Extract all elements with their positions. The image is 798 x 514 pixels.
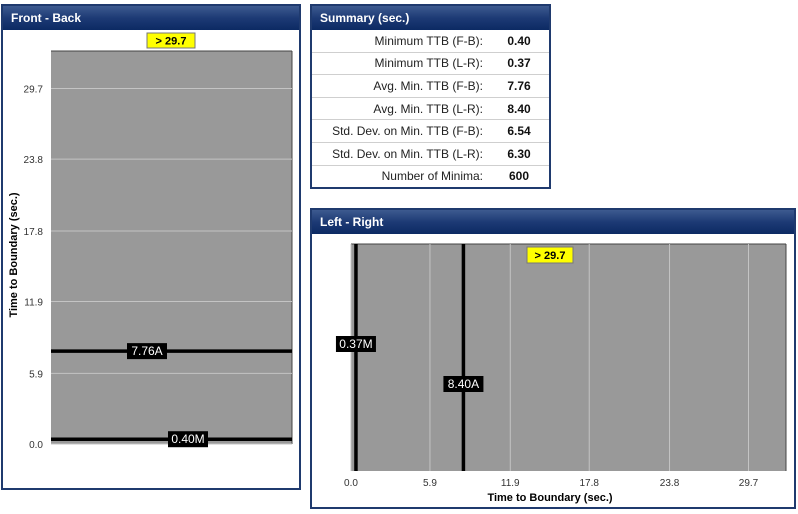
front-back-tick-label: 29.7 <box>24 85 44 96</box>
summary-row: Number of Minima: 600 <box>312 165 549 187</box>
left-right-markers: 0.37M 8.40A <box>335 244 484 471</box>
summary-panel: Summary (sec.) Minimum TTB (F-B): 0.40 Min… <box>310 4 551 189</box>
front-back-overflow-badge <box>146 32 196 49</box>
front-back-marker-label: 0.40M <box>171 432 204 446</box>
summary-row-value: 7.76 <box>489 74 549 98</box>
front-back-markers: 7.76A 0.40M <box>51 343 292 448</box>
left-right-overflow-label: > 29.7 <box>535 250 566 262</box>
left-right-marker-badge <box>335 336 376 352</box>
front-back-panel: Front - Back > 29.7 29.7 23.8 17.8 11.9 5.9 0… <box>1 4 301 490</box>
left-right-tick-label: 29.7 <box>739 478 759 489</box>
summary-row-value: 8.40 <box>489 97 549 121</box>
summary-row-label: Minimum TTB (L-R): <box>312 52 489 76</box>
left-right-marker-label: 8.40A <box>448 377 479 391</box>
front-back-title: Front - Back <box>3 6 299 30</box>
summary-row-label: Std. Dev. on Min. TTB (F-B): <box>312 119 489 143</box>
front-back-gridlines <box>51 88 292 445</box>
summary-row-label: Std. Dev. on Min. TTB (L-R): <box>312 142 489 166</box>
summary-row: Avg. Min. TTB (F-B): 7.76 <box>312 74 549 98</box>
left-right-tick-label: 5.9 <box>423 478 437 489</box>
left-right-x-axis-label: Time to Boundary (sec.) <box>487 492 612 504</box>
summary-row: Minimum TTB (F-B): 0.40 <box>312 30 549 53</box>
front-back-tick-label: 0.0 <box>29 440 43 451</box>
front-back-tick-label: 11.9 <box>24 298 43 309</box>
summary-row: Avg. Min. TTB (L-R): 8.40 <box>312 97 549 121</box>
front-back-tick-label: 23.8 <box>24 155 44 166</box>
front-back-chart: > 29.7 29.7 23.8 17.8 11.9 5.9 0.0 7.76A 0.40M… <box>8 32 293 452</box>
summary-row-value: 0.37 <box>489 52 549 76</box>
summary-row-value: 600 <box>508 169 530 184</box>
summary-row-label: Minimum TTB (F-B): <box>312 30 489 53</box>
front-back-marker-badge <box>127 343 167 360</box>
summary-row-label: Avg. Min. TTB (F-B): <box>312 74 489 98</box>
front-back-overflow-label: > 29.7 <box>156 36 187 48</box>
summary-title: Summary (sec.) <box>312 6 549 30</box>
summary-table: Minimum TTB (F-B): 0.40 Minimum TTB (L-R):… <box>312 30 549 187</box>
left-right-chart: 0.0 5.9 11.9 17.8 23.8 29.7 0.37M 8.40A > 29.7… <box>335 243 787 504</box>
summary-row: Std. Dev. on Min. TTB (L-R): 6.30 <box>312 142 549 166</box>
left-right-panel: Left - Right 0.0 5.9 11.9 17.8 23.8 29.7 0.37… <box>310 208 796 509</box>
summary-row: Minimum TTB (L-R): 0.37 <box>312 52 549 76</box>
left-right-tick-label: 23.8 <box>660 478 680 489</box>
summary-row: Std. Dev. on Min. TTB (F-B): 6.54 <box>312 119 549 143</box>
summary-row-value: 0.40 <box>489 30 549 53</box>
left-right-tick-labels: 0.0 5.9 11.9 17.8 23.8 29.7 <box>344 478 759 489</box>
left-right-tick-label: 17.8 <box>579 478 599 489</box>
front-back-y-axis-label: Time to Boundary (sec.) <box>8 192 20 317</box>
front-back-tick-label: 5.9 <box>29 369 43 380</box>
left-right-plot-area <box>351 244 786 471</box>
left-right-overflow-badge <box>526 246 574 264</box>
summary-row-value: 6.54 <box>489 119 549 143</box>
summary-row-label: Avg. Min. TTB (L-R): <box>312 97 489 121</box>
left-right-tick-label: 11.9 <box>501 478 520 489</box>
front-back-plot-area <box>51 51 292 444</box>
summary-row-value: 6.30 <box>489 142 549 166</box>
summary-row-label: Number of Minima: <box>381 169 483 184</box>
front-back-marker-label: 7.76A <box>131 344 162 358</box>
left-right-gridlines <box>350 244 749 471</box>
left-right-title: Left - Right <box>312 210 794 234</box>
front-back-marker-badge <box>168 431 208 448</box>
front-back-tick-labels: 29.7 23.8 17.8 11.9 5.9 0.0 <box>24 85 44 452</box>
left-right-marker-label: 0.37M <box>339 337 372 351</box>
left-right-tick-label: 0.0 <box>344 478 358 489</box>
left-right-marker-badge <box>443 376 484 392</box>
front-back-tick-label: 17.8 <box>24 227 44 238</box>
